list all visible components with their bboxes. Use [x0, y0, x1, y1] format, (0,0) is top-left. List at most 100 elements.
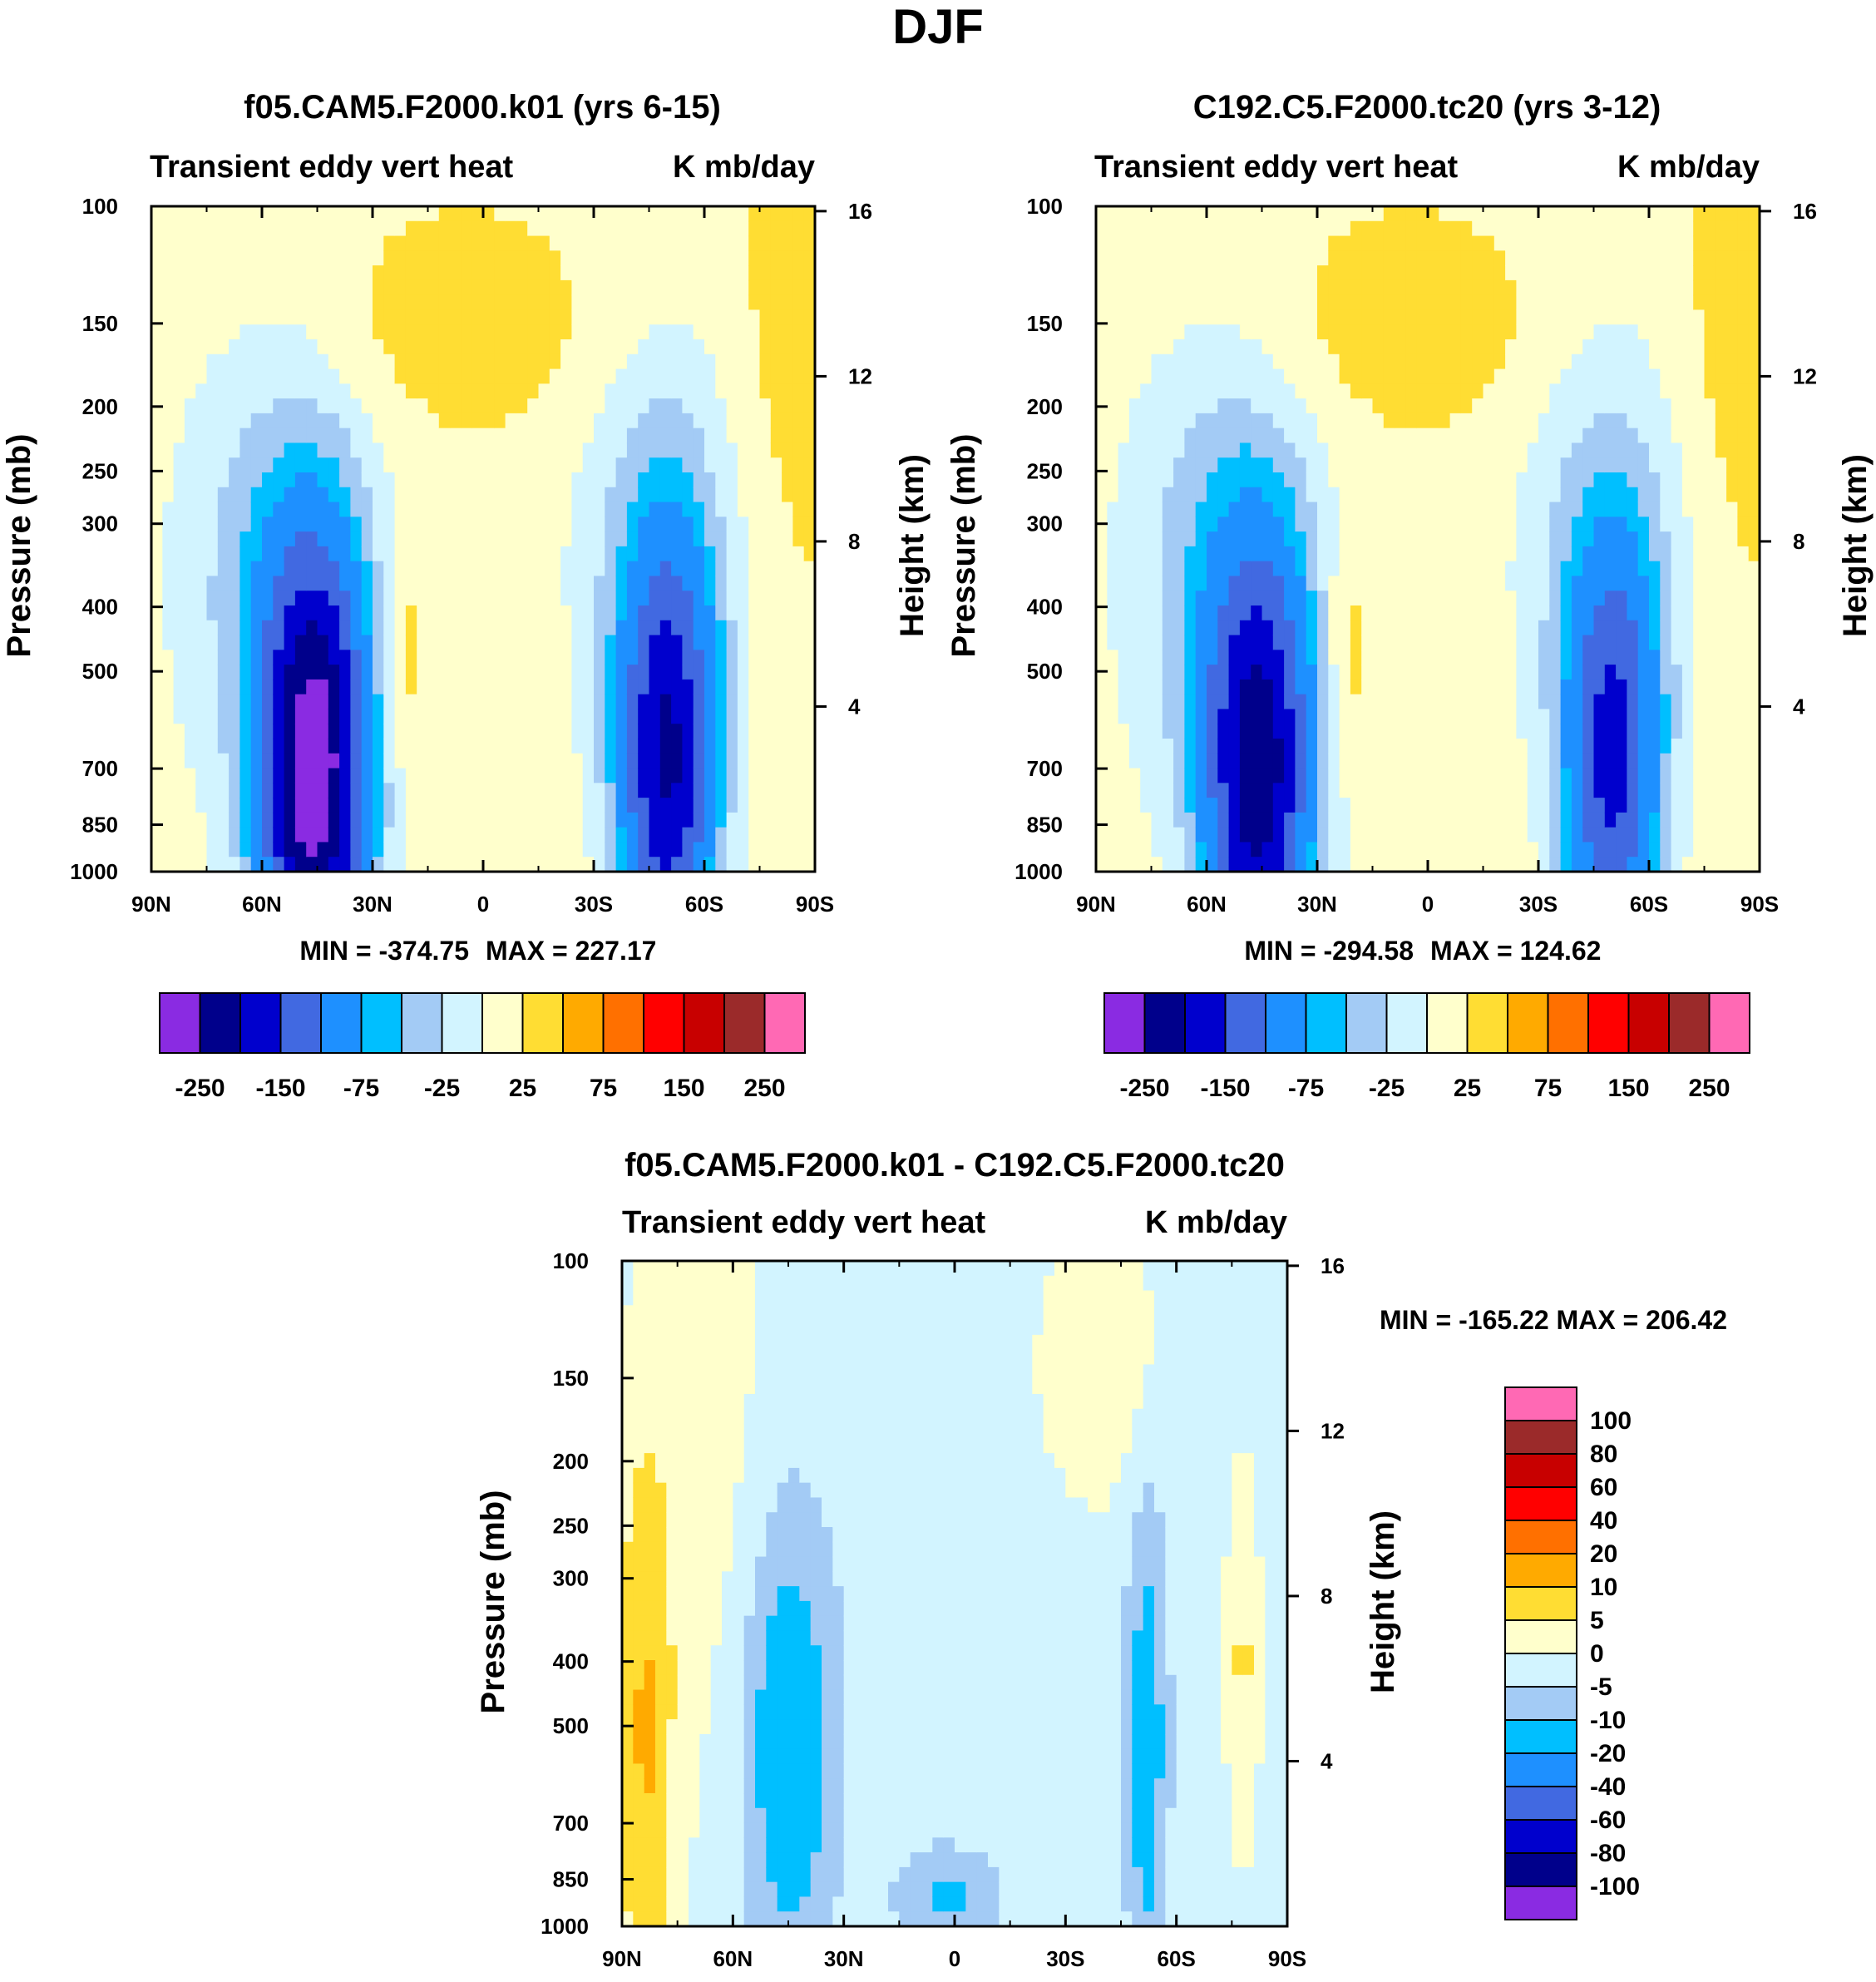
heatmap-cell	[1272, 324, 1285, 340]
heatmap-cell	[1493, 665, 1506, 680]
heatmap-cell	[626, 250, 639, 266]
heatmap-cell	[284, 724, 296, 739]
heatmap-cell	[405, 457, 417, 473]
heatmap-cell	[1207, 827, 1218, 843]
heatmap-cell	[1140, 783, 1153, 798]
heatmap-cell	[317, 502, 329, 517]
heatmap-cell	[803, 428, 816, 444]
heatmap-cell	[394, 576, 407, 591]
heatmap-cell	[626, 798, 639, 813]
heatmap-cell	[1162, 206, 1174, 222]
heatmap-cell	[1162, 517, 1174, 532]
heatmap-cell	[405, 353, 417, 370]
heatmap-cell	[1118, 576, 1130, 591]
heatmap-cell	[483, 472, 495, 488]
heatmap-cell	[350, 472, 363, 488]
heatmap-cell	[394, 324, 407, 340]
heatmap-cell	[1128, 650, 1141, 665]
heatmap-cell	[538, 265, 550, 281]
heatmap-cell	[759, 576, 772, 591]
heatmap-cell	[1372, 694, 1385, 710]
heatmap-cell	[1361, 546, 1374, 562]
heatmap-cell	[229, 324, 240, 340]
heatmap-cell	[1306, 724, 1318, 739]
heatmap-cell	[1505, 605, 1517, 621]
heatmap-cell	[1151, 620, 1163, 636]
heatmap-cell	[505, 561, 517, 577]
heatmap-cell	[615, 768, 628, 783]
heatmap-cell	[693, 605, 705, 621]
heatmap-cell	[195, 487, 208, 503]
heatmap-cell	[1582, 753, 1595, 769]
heatmap-cell	[1505, 442, 1517, 458]
heatmap-cell	[1272, 591, 1285, 606]
heatmap-cell	[339, 546, 351, 562]
heatmap-cell	[284, 531, 296, 547]
heatmap-cell	[239, 339, 252, 355]
heatmap-cell	[1328, 768, 1340, 783]
heatmap-cell	[173, 679, 185, 695]
heatmap-cell	[1593, 250, 1606, 266]
heatmap-cell	[594, 679, 605, 695]
heatmap-cell	[682, 620, 694, 636]
heatmap-cell	[1295, 798, 1307, 813]
heatmap-cell	[1516, 294, 1528, 311]
heatmap-cell	[1439, 309, 1451, 325]
heatmap-cell	[1207, 324, 1218, 340]
heatmap-cell	[1582, 442, 1595, 458]
heatmap-cell	[438, 383, 451, 399]
heatmap-cell	[1383, 694, 1395, 710]
heatmap-cell	[461, 457, 473, 473]
heatmap-cell	[1151, 309, 1163, 325]
heatmap-cell	[1228, 857, 1241, 872]
heatmap-cell	[1428, 605, 1439, 621]
heatmap-cell	[792, 842, 805, 858]
heatmap-cell	[638, 857, 650, 872]
heatmap-cell	[361, 783, 373, 798]
y-tick-label: 200	[82, 394, 118, 419]
heatmap-cell	[615, 842, 628, 858]
heatmap-cell	[405, 679, 417, 695]
colorbar-label: 25	[509, 1075, 536, 1102]
heatmap-cell	[1505, 709, 1517, 724]
heatmap-cell	[1516, 368, 1528, 384]
heatmap-cell	[1582, 265, 1595, 281]
heatmap-cell	[1228, 294, 1241, 311]
heatmap-cell	[1383, 294, 1395, 311]
heatmap-cell	[671, 383, 683, 399]
heatmap-cell	[217, 502, 230, 517]
heatmap-cell	[748, 294, 761, 311]
heatmap-cell	[1383, 842, 1395, 858]
heatmap-cell	[162, 487, 175, 503]
heatmap-cell	[383, 250, 396, 266]
heatmap-cell	[405, 383, 417, 399]
heatmap-cell	[638, 235, 650, 251]
heatmap-cell	[173, 220, 185, 237]
heatmap-cell	[483, 605, 495, 621]
heatmap-cell	[494, 413, 506, 429]
heatmap-cell	[394, 635, 407, 650]
heatmap-cell	[350, 842, 363, 858]
heatmap-cell	[671, 665, 683, 680]
heatmap-cell	[1217, 812, 1230, 828]
heatmap-cell	[273, 679, 285, 695]
heatmap-cell	[450, 724, 462, 739]
heatmap-cell	[649, 753, 661, 769]
heatmap-cell	[1162, 783, 1174, 798]
heatmap-cell	[1317, 591, 1329, 606]
heatmap-cell	[1627, 265, 1639, 281]
heatmap-cell	[748, 457, 761, 473]
heatmap-cell	[671, 694, 683, 710]
heatmap-cell	[715, 605, 728, 621]
heatmap-cell	[1549, 353, 1562, 370]
heatmap-cell	[273, 531, 285, 547]
heatmap-cell	[1549, 428, 1562, 444]
heatmap-cell	[715, 546, 728, 562]
heatmap-cell	[394, 753, 407, 769]
heatmap-cell	[317, 368, 329, 384]
heatmap-cell	[560, 694, 572, 710]
heatmap-cell	[1372, 353, 1385, 370]
heatmap-cell	[483, 561, 495, 577]
heatmap-cell	[538, 472, 550, 488]
heatmap-cell	[217, 398, 230, 414]
